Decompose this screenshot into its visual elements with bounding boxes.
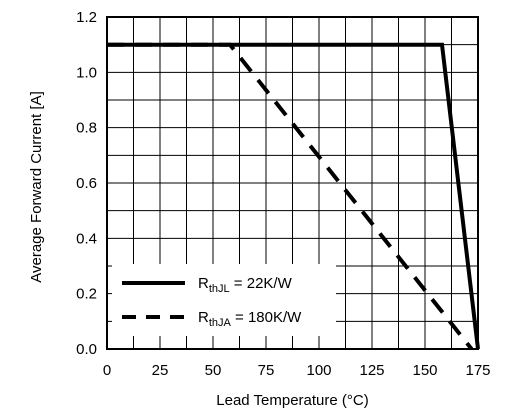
- y-tick-label: 0.0: [76, 341, 97, 358]
- legend-label: RthJA = 180K/W: [198, 309, 302, 329]
- legend-label-rest: = 22K/W: [230, 275, 293, 292]
- x-tick-label: 50: [205, 362, 222, 379]
- y-axis-label: Average Forward Current [A]: [28, 91, 45, 282]
- x-tick-label: 150: [412, 362, 437, 379]
- x-tick-label: 25: [152, 362, 169, 379]
- legend-label-sub: thJA: [209, 317, 232, 329]
- x-axis-label: Lead Temperature (°C): [216, 392, 368, 409]
- series-line-rthjl: [107, 42, 480, 350]
- y-tick-label: 1.0: [76, 64, 97, 81]
- y-tick-labels: 0.0 0.2 0.4 0.6 0.8 1.0 1.2: [76, 9, 97, 358]
- x-tick-label: 0: [103, 362, 111, 379]
- y-tick-label: 0.2: [76, 286, 97, 303]
- plot-frame: [106, 16, 479, 350]
- x-tick-label: 100: [306, 362, 331, 379]
- series-layer: [107, 42, 480, 351]
- legend-label-main: R: [198, 309, 209, 326]
- x-tick-label: 175: [465, 362, 490, 379]
- y-tick-label: 0.8: [76, 120, 97, 137]
- series-line-rthja: [107, 42, 474, 351]
- x-tick-labels: 0 25 50 75 100 125 150 175: [103, 362, 491, 379]
- legend-label-main: R: [198, 275, 209, 292]
- legend-box: [112, 264, 336, 336]
- y-tick-label: 1.2: [76, 9, 97, 26]
- legend-label: RthJL = 22K/W: [198, 275, 293, 295]
- legend-label-rest: = 180K/W: [231, 309, 302, 326]
- y-tick-label: 0.4: [76, 230, 97, 247]
- x-tick-label: 75: [258, 362, 275, 379]
- y-tick-label: 0.6: [76, 175, 97, 192]
- legend-label-sub: thJL: [209, 283, 230, 295]
- x-tick-label: 125: [359, 362, 384, 379]
